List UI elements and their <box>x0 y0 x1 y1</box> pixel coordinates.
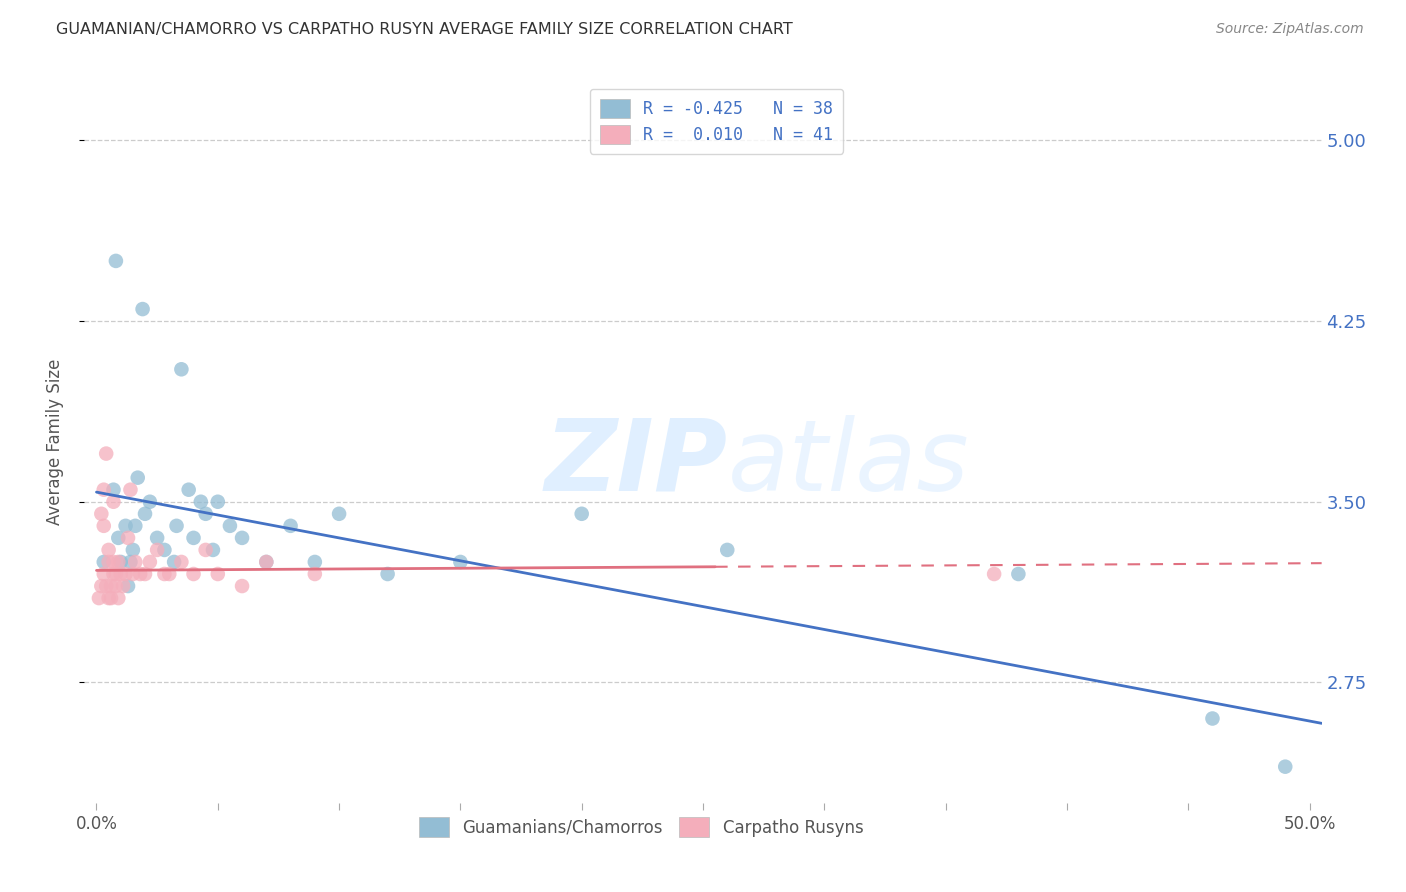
Point <box>107 531 129 545</box>
Point <box>254 555 277 569</box>
Point <box>280 519 302 533</box>
Point <box>190 494 212 508</box>
Point <box>207 494 229 508</box>
Point <box>100 579 122 593</box>
Point <box>104 567 127 582</box>
Point <box>254 555 277 569</box>
Point <box>93 555 115 569</box>
Point <box>201 542 224 557</box>
Point <box>1274 760 1296 774</box>
Legend: Guamanians/Chamorros, Carpatho Rusyns: Guamanians/Chamorros, Carpatho Rusyns <box>411 809 872 845</box>
Point <box>103 483 125 497</box>
Point <box>219 519 242 533</box>
Point <box>207 567 229 582</box>
Point <box>96 579 118 593</box>
Point <box>157 567 180 582</box>
Text: atlas: atlas <box>728 415 969 512</box>
Point <box>163 555 186 569</box>
Point <box>122 542 145 557</box>
Point <box>153 542 176 557</box>
Point <box>134 507 156 521</box>
Point <box>377 567 399 582</box>
Point <box>134 567 156 582</box>
Point <box>110 555 132 569</box>
Point <box>231 531 253 545</box>
Point <box>107 555 129 569</box>
Point <box>231 579 253 593</box>
Point <box>114 567 136 582</box>
Point <box>103 555 125 569</box>
Point <box>1007 567 1029 582</box>
Point <box>93 567 115 582</box>
Text: Source: ZipAtlas.com: Source: ZipAtlas.com <box>1216 22 1364 37</box>
Point <box>117 531 139 545</box>
Point <box>449 555 471 569</box>
Point <box>983 567 1005 582</box>
Text: GUAMANIAN/CHAMORRO VS CARPATHO RUSYN AVERAGE FAMILY SIZE CORRELATION CHART: GUAMANIAN/CHAMORRO VS CARPATHO RUSYN AVE… <box>56 22 793 37</box>
Point <box>112 579 135 593</box>
Point <box>93 483 115 497</box>
Point <box>304 555 326 569</box>
Point <box>166 519 188 533</box>
Point <box>304 567 326 582</box>
Point <box>124 519 146 533</box>
Point <box>107 591 129 605</box>
Point <box>153 567 176 582</box>
Point <box>146 542 169 557</box>
Point <box>104 579 127 593</box>
Point <box>177 483 200 497</box>
Point <box>90 579 112 593</box>
Point <box>90 507 112 521</box>
Point <box>170 362 193 376</box>
Point <box>114 519 136 533</box>
Point <box>87 591 110 605</box>
Point <box>93 519 115 533</box>
Y-axis label: Average Family Size: Average Family Size <box>45 359 63 524</box>
Point <box>139 555 162 569</box>
Point <box>328 507 350 521</box>
Point <box>97 591 120 605</box>
Point <box>103 494 125 508</box>
Point <box>170 555 193 569</box>
Point <box>120 555 142 569</box>
Point <box>103 567 125 582</box>
Point <box>131 301 153 317</box>
Point <box>104 253 127 268</box>
Point <box>194 542 217 557</box>
Text: ZIP: ZIP <box>544 415 728 512</box>
Point <box>129 567 152 582</box>
Point <box>139 494 162 508</box>
Point <box>124 555 146 569</box>
Point <box>146 531 169 545</box>
Point <box>100 591 122 605</box>
Point <box>716 542 738 557</box>
Point <box>97 555 120 569</box>
Point <box>571 507 593 521</box>
Point <box>96 446 118 460</box>
Point <box>120 483 142 497</box>
Point <box>110 567 132 582</box>
Point <box>127 471 149 485</box>
Point <box>194 507 217 521</box>
Point <box>122 567 145 582</box>
Point <box>183 567 205 582</box>
Point <box>97 542 120 557</box>
Point <box>1201 712 1223 726</box>
Point <box>117 579 139 593</box>
Point <box>183 531 205 545</box>
